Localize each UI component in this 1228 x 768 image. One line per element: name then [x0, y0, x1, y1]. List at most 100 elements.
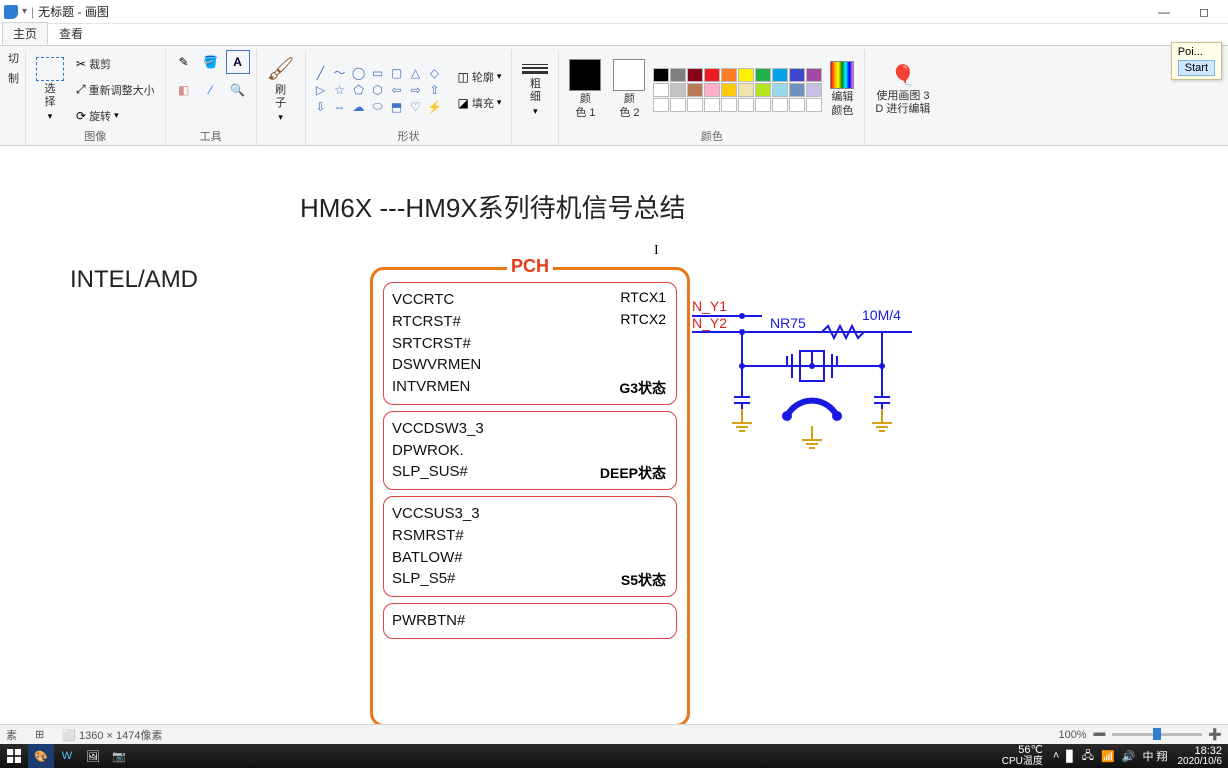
zoom-slider[interactable] — [1112, 733, 1202, 736]
select-button[interactable]: 选 择 ▾ — [32, 55, 68, 124]
status-size: ⬜ 1360 × 1474像素 — [62, 727, 162, 743]
pencil-tool[interactable]: ✎ — [172, 50, 196, 74]
palette-swatch[interactable] — [653, 68, 669, 82]
eraser-tool[interactable]: ◧ — [172, 78, 196, 102]
rotate-button[interactable]: ⟳旋转▾ — [72, 104, 123, 128]
palette-swatch[interactable] — [670, 98, 686, 112]
palette-swatch[interactable] — [789, 98, 805, 112]
zoom-out-button[interactable]: ➖ — [1093, 728, 1107, 741]
palette-swatch[interactable] — [755, 98, 771, 112]
palette-swatch[interactable] — [721, 98, 737, 112]
brush-icon: 🖌 — [267, 56, 295, 82]
palette-swatch[interactable] — [687, 98, 703, 112]
system-tray[interactable]: ˄ ▊ 🖧 📶 🔊 中 翔 — [1049, 747, 1172, 766]
start-button[interactable] — [0, 744, 28, 768]
zoom-in-button[interactable]: ➕ — [1208, 728, 1222, 741]
tray-battery-icon[interactable]: ▊ — [1066, 750, 1074, 763]
ribbon-group-colors: 颜 色 1 颜 色 2 编辑 颜色 颜色 — [559, 50, 865, 145]
shape-outline-button[interactable]: ◫轮廓▾ — [454, 65, 506, 89]
taskbar: 🎨 W 🖼 📷 56℃CPU温度 ˄ ▊ 🖧 📶 🔊 中 翔 18:322020… — [0, 744, 1228, 768]
svg-text:NR75: NR75 — [770, 315, 806, 331]
palette-swatch[interactable] — [687, 68, 703, 82]
state-label: S5状态 — [621, 570, 666, 590]
state-box: VCCRTCRTCRST#SRTCRST#DSWVRMENINTVRMENRTC… — [383, 282, 677, 405]
palette-swatch[interactable] — [755, 83, 771, 97]
brush-button[interactable]: 🖌 刷 子 ▾ — [263, 54, 299, 125]
palette-swatch[interactable] — [789, 83, 805, 97]
palette-swatch[interactable] — [806, 68, 822, 82]
zoom-control[interactable]: 100% ➖ ➕ — [1058, 728, 1222, 741]
tray-volume-icon[interactable]: 🔊 — [1122, 750, 1136, 763]
state-box: VCCDSW3_3DPWROK.SLP_SUS#DEEP状态 — [383, 411, 677, 490]
canvas-area[interactable]: HM6X ---HM9X系列待机信号总结 INTEL/AMD I PCH VCC… — [0, 146, 1228, 724]
copy-button[interactable]: 制 — [8, 70, 19, 86]
group-label-tools: 工具 — [200, 129, 222, 145]
zoom-value: 100% — [1058, 729, 1086, 741]
fill-tool[interactable]: 🪣 — [199, 50, 223, 74]
maximize-button[interactable]: ◻ — [1184, 1, 1224, 23]
rotate-icon: ⟳ — [76, 109, 86, 123]
paint3d-button[interactable]: 🎈 使用画图 3 D 进行编辑 — [871, 61, 934, 118]
palette-swatch[interactable] — [772, 98, 788, 112]
signal-list: PWRBTN# — [392, 610, 668, 632]
shape-gallery[interactable]: ╱〜◯▭▢△◇ ▷☆⬠⬡⇦⇨⇧ ⇩⇔☁⬭⬒♡⚡ — [312, 65, 444, 115]
ribbon-group-tools: ✎ 🪣 A ◧ ⁄ 🔍 工具 — [166, 50, 257, 145]
tab-view[interactable]: 查看 — [48, 22, 94, 45]
palette-swatch[interactable] — [738, 68, 754, 82]
palette-swatch[interactable] — [738, 98, 754, 112]
signal-right: RTCX1 — [620, 289, 666, 305]
edit-colors-button[interactable]: 编辑 颜色 — [826, 59, 858, 119]
palette-swatch[interactable] — [721, 68, 737, 82]
palette-swatch[interactable] — [721, 83, 737, 97]
palette-swatch[interactable] — [704, 83, 720, 97]
shape-fill-button[interactable]: ◪填充▾ — [454, 91, 506, 115]
minimize-button[interactable]: — — [1144, 1, 1184, 23]
palette-swatch[interactable] — [772, 83, 788, 97]
tab-home[interactable]: 主页 — [2, 22, 48, 45]
taskbar-app-3[interactable]: 🖼 — [80, 744, 106, 768]
palette-swatch[interactable] — [687, 83, 703, 97]
palette-swatch[interactable] — [653, 83, 669, 97]
palette-swatch[interactable] — [653, 98, 669, 112]
tray-wifi-icon[interactable]: 📶 — [1101, 750, 1115, 763]
text-tool[interactable]: A — [226, 50, 250, 74]
palette-swatch[interactable] — [704, 98, 720, 112]
tray-network-icon[interactable]: 🖧 — [1082, 747, 1094, 766]
ribbon-group-brushes: 🖌 刷 子 ▾ — [257, 50, 306, 145]
taskbar-app-1[interactable]: 🎨 — [28, 744, 54, 768]
palette-swatch[interactable] — [755, 68, 771, 82]
crop-icon: ✂ — [76, 57, 86, 71]
taskbar-app-4[interactable]: 📷 — [106, 744, 132, 768]
picker-tool[interactable]: ⁄ — [199, 78, 223, 102]
color2-swatch — [613, 59, 645, 91]
taskbar-app-2[interactable]: W — [54, 744, 80, 768]
tray-chevron-icon[interactable]: ˄ — [1053, 750, 1059, 762]
palette-swatch[interactable] — [806, 98, 822, 112]
cut-button[interactable]: 切 — [8, 50, 19, 66]
zoom-tool[interactable]: 🔍 — [226, 78, 250, 102]
color1-swatch — [569, 59, 601, 91]
group-label-shapes: 形状 — [397, 129, 419, 145]
color2-button[interactable]: 颜 色 2 — [609, 57, 649, 121]
signal-right: RTCX2 — [620, 311, 666, 327]
tray-ime[interactable]: 中 翔 — [1142, 748, 1167, 764]
taskbar-clock[interactable]: 18:322020/10/6 — [1172, 746, 1228, 767]
stroke-width-button[interactable]: 粗 细 ▾ — [518, 60, 552, 119]
palette-swatch[interactable] — [670, 68, 686, 82]
state-label: DEEP状态 — [600, 463, 666, 483]
color1-button[interactable]: 颜 色 1 — [565, 57, 605, 121]
canvas[interactable]: HM6X ---HM9X系列待机信号总结 INTEL/AMD I PCH VCC… — [0, 146, 1228, 724]
palette-swatch[interactable] — [738, 83, 754, 97]
fill-icon: ◪ — [458, 96, 469, 110]
title-separator: | — [31, 5, 34, 19]
palette-swatch[interactable] — [772, 68, 788, 82]
qat-dropdown-icon[interactable]: ▾ — [22, 6, 27, 17]
text-cursor-icon: I — [654, 243, 659, 259]
crop-button[interactable]: ✂裁剪 — [72, 52, 115, 76]
palette-swatch[interactable] — [806, 83, 822, 97]
color-palette[interactable] — [653, 68, 822, 112]
palette-swatch[interactable] — [789, 68, 805, 82]
palette-swatch[interactable] — [704, 68, 720, 82]
palette-swatch[interactable] — [670, 83, 686, 97]
resize-button[interactable]: ⤢重新调整大小 — [72, 78, 159, 102]
